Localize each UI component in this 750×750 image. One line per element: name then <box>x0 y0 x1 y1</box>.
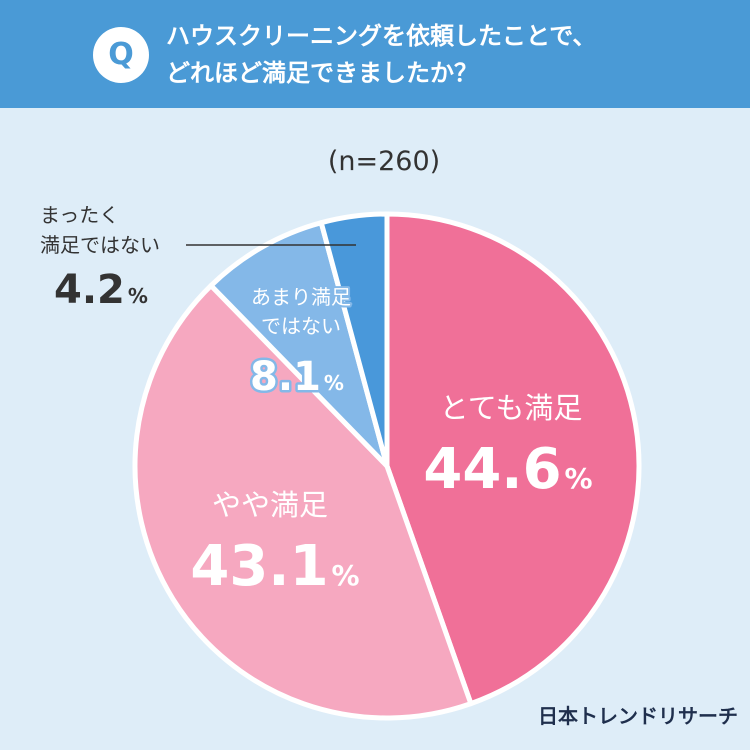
question-header: Q ハウスクリーニングを依頼したことで、 どれほど満足できましたか？ <box>0 0 750 108</box>
question-line-1: ハウスクリーニングを依頼したことで、 <box>166 22 597 50</box>
question-text: ハウスクリーニングを依頼したことで、 どれほど満足できましたか？ <box>166 18 726 92</box>
slice-name-3: ではない <box>261 314 341 338</box>
slice-name-4: まったく <box>40 203 119 227</box>
pie-slice-2 <box>132 283 474 721</box>
slice-value-2: 43.1% <box>190 534 359 599</box>
slice-value-4: 4.2% <box>54 267 148 313</box>
pie-slice-4 <box>318 211 390 469</box>
slice-label-1: とても満足 44.6% <box>423 391 592 502</box>
slice-label-2: やや満足 43.1% <box>190 488 359 599</box>
slice-value-1: 44.6% <box>423 437 592 502</box>
watermark-logo: 日本トレンドリサーチ <box>538 704 738 728</box>
slice-name-1: とても満足 <box>440 391 583 425</box>
slice-name-2: やや満足 <box>212 488 328 522</box>
sample-size-label: (n=260) <box>328 146 440 177</box>
pie-slice-1 <box>384 211 642 707</box>
pie-slice-3 <box>208 220 390 469</box>
q-icon: Q <box>93 27 149 83</box>
question-line-2: どれほど満足できましたか？ <box>166 59 478 87</box>
slice-name-4: 満足ではない <box>40 233 160 257</box>
slice-value-3: 8.1% <box>250 354 344 400</box>
slice-name-3: あまり満足 <box>251 285 351 309</box>
